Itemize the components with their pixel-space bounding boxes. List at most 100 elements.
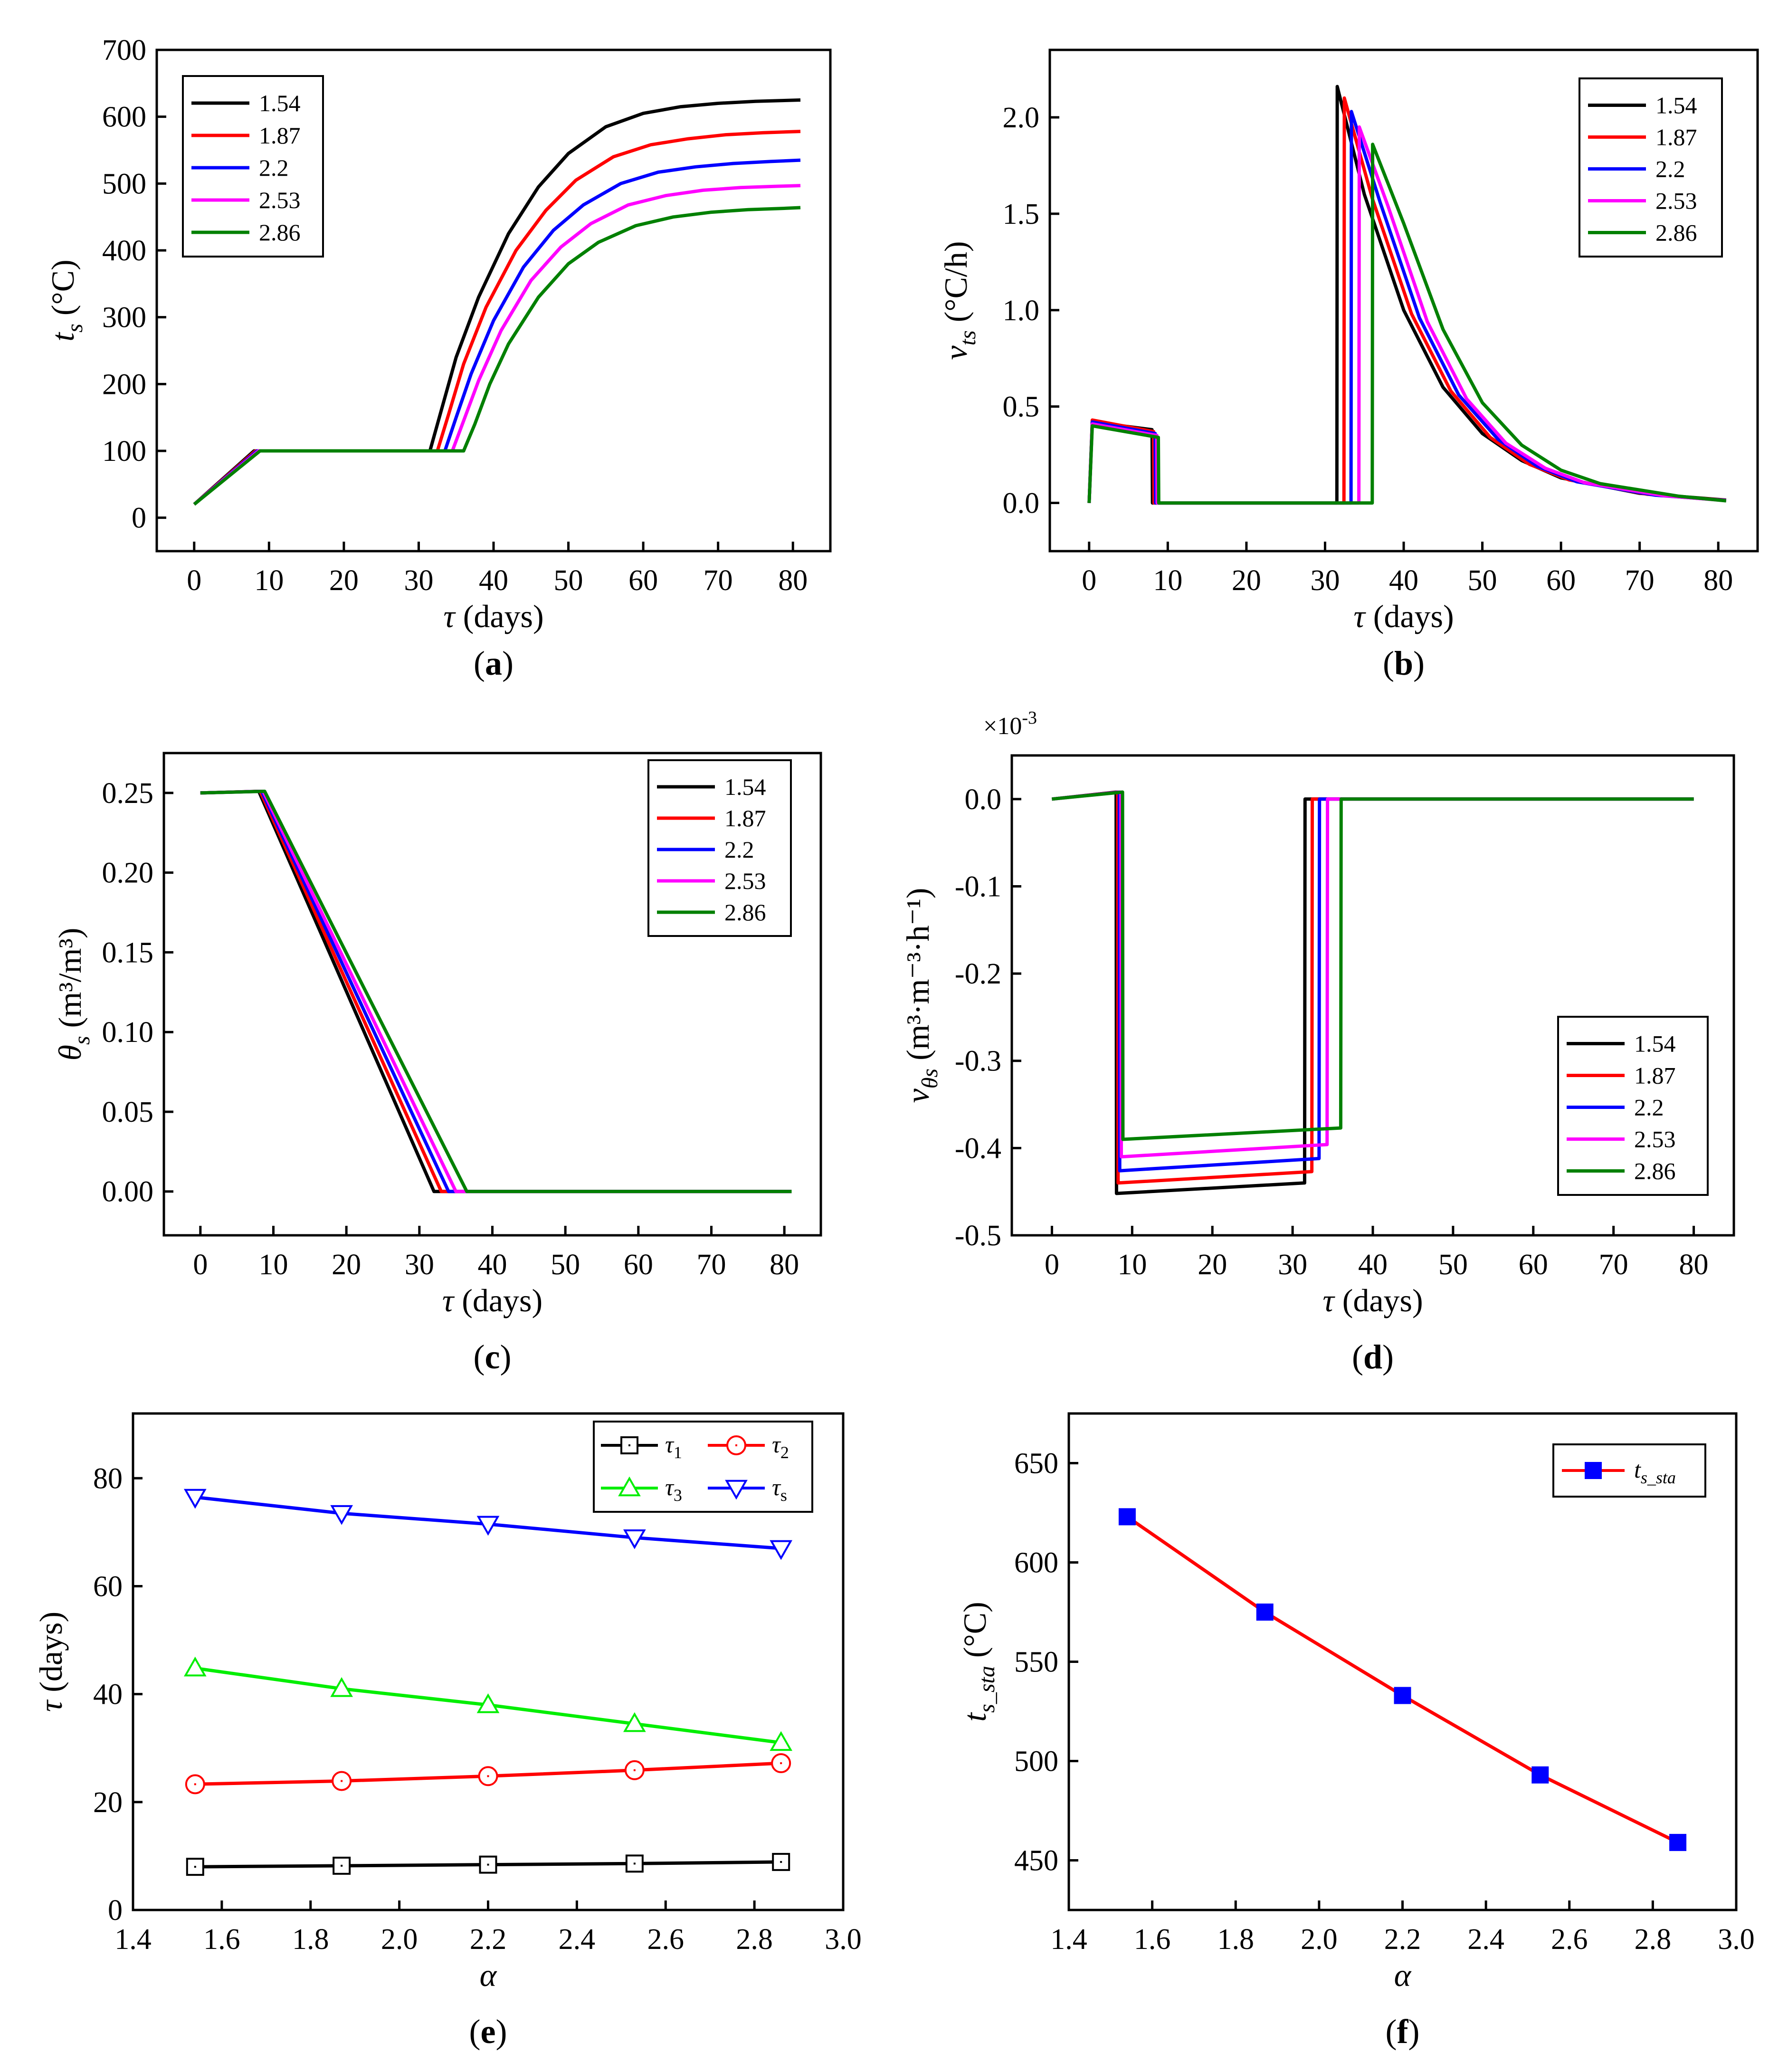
- x-tick-label-e: 2.2: [470, 1923, 507, 1956]
- point-e-3: [330, 1505, 353, 1525]
- x-tick-label-b: 60: [1546, 564, 1576, 597]
- x-tick-label-c: 50: [551, 1249, 580, 1281]
- legend-marker-e-dot: [735, 1444, 737, 1446]
- panel-c: 0 10 20 30 40 50 60 70 80 0.00 0.05 0.10 0.15 0.20 0.2…: [52, 752, 822, 1376]
- x-axis-label-d: τ (days): [1322, 1282, 1423, 1318]
- x-tick-label-f: 1.4: [1050, 1923, 1087, 1956]
- x-tick-label-c: 10: [259, 1249, 288, 1281]
- legend-b: 1.54 1.87 2.2 2.53 2.86: [1579, 77, 1723, 258]
- y-tick-label-b: 1.5: [1003, 198, 1040, 230]
- point-e-0-dot: [194, 1866, 196, 1868]
- x-tick-label-f: 1.8: [1217, 1923, 1255, 1956]
- legend-label-b: 2.86: [1655, 220, 1697, 246]
- x-tick-label-b: 50: [1468, 564, 1497, 597]
- series-line-a-0: [193, 98, 801, 506]
- y-tick-label-c: 0.25: [102, 777, 154, 810]
- point-e-0: [186, 1858, 204, 1876]
- x-tick-label-a: 70: [704, 564, 733, 597]
- x-axis-label-c: τ (days): [442, 1282, 542, 1318]
- x-tick-label-b: 0: [1082, 564, 1096, 597]
- y-tick-label-c: 0.15: [102, 936, 154, 969]
- y-tick-label-c: 0.20: [102, 857, 154, 889]
- y-tick-label-a: 100: [102, 435, 146, 468]
- y-tick-label-e: 60: [93, 1570, 123, 1603]
- x-tick-label-d: 0: [1045, 1249, 1059, 1281]
- point-e-0-dot: [341, 1864, 343, 1867]
- y-tick-label-c: 0.05: [102, 1096, 154, 1128]
- x-tick-label-c: 30: [405, 1249, 434, 1281]
- legend-marker-e-dot: [628, 1444, 630, 1446]
- point-e-1-dot: [194, 1783, 196, 1786]
- y-axis-label-f: ts_sta (°C): [957, 1602, 999, 1721]
- y-tick-label-d: -0.4: [955, 1132, 1001, 1165]
- y-tick-label-c: 0.10: [102, 1016, 154, 1049]
- legend-label-b: 1.54: [1655, 92, 1697, 119]
- x-tick-label-d: 30: [1278, 1249, 1307, 1281]
- legend-label-f: ts_sta: [1634, 1456, 1676, 1487]
- point-f-0: [1118, 1508, 1136, 1526]
- panel-label-b: (b): [1383, 644, 1425, 682]
- x-tick-label-a: 20: [329, 564, 359, 597]
- legend-label-e: τ2: [772, 1431, 789, 1462]
- y-tick-label-b: 0.5: [1003, 391, 1040, 423]
- x-tick-label-a: 60: [628, 564, 658, 597]
- y-tick-label-a: 0: [132, 502, 146, 535]
- y-tick-label-d: -0.5: [955, 1220, 1001, 1252]
- y-axis-label-c: θs (m³/m³): [52, 928, 95, 1061]
- panel-f: 1.4 1.6 1.8 2.0 2.2 2.4 2.6 2.8 3.0 450 500 550 600 6…: [957, 1412, 1755, 2051]
- scale-note-d: ×10-3: [983, 708, 1037, 740]
- x-tick-label-e: 2.0: [381, 1923, 418, 1956]
- x-tick-label-e: 2.6: [647, 1923, 685, 1956]
- legend-e: τ1 τ2 τ3 τs: [593, 1421, 813, 1513]
- legend-label-a: 1.54: [259, 90, 301, 116]
- x-tick-label-f: 3.0: [1718, 1923, 1755, 1956]
- series-line-a-3: [193, 184, 801, 506]
- y-axis-label-e: τ (days): [33, 1612, 69, 1712]
- series-line-c-4: [200, 790, 792, 1194]
- point-e-2: [330, 1677, 353, 1697]
- x-tick-label-b: 20: [1232, 564, 1261, 597]
- y-tick-label-b: 1.0: [1003, 295, 1040, 327]
- x-tick-label-d: 10: [1117, 1249, 1147, 1281]
- x-tick-label-b: 10: [1153, 564, 1182, 597]
- legend-label-d: 2.53: [1634, 1126, 1676, 1153]
- y-tick-label-e: 40: [93, 1679, 123, 1711]
- legend-label-c: 2.53: [724, 868, 766, 894]
- y-tick-label-f: 650: [1014, 1448, 1058, 1480]
- x-tick-label-e: 2.4: [559, 1923, 596, 1956]
- legend-label-b: 2.2: [1655, 156, 1685, 182]
- x-tick-label-a: 80: [778, 564, 808, 597]
- x-tick-label-e: 3.0: [825, 1923, 862, 1956]
- x-tick-label-e: 1.8: [292, 1923, 329, 1956]
- x-tick-label-d: 40: [1358, 1249, 1388, 1281]
- panel-label-c: (c): [474, 1338, 512, 1376]
- y-tick-label-f: 450: [1014, 1845, 1058, 1877]
- point-e-1-dot: [633, 1769, 636, 1771]
- legend-label-d: 1.54: [1634, 1031, 1676, 1057]
- y-tick-label-d: -0.2: [955, 958, 1001, 990]
- y-tick-label-e: 80: [93, 1462, 123, 1495]
- y-tick-label-e: 0: [108, 1894, 123, 1927]
- x-tick-label-c: 40: [478, 1249, 507, 1281]
- point-e-1-dot: [341, 1780, 343, 1782]
- legend-label-a: 2.53: [259, 187, 301, 213]
- x-tick-label-b: 40: [1389, 564, 1418, 597]
- x-axis-label-b: τ (days): [1353, 598, 1454, 634]
- panel-a: 0 10 20 30 40 50 60 70 80 0 100 200 300 400 500 600 700 τ…: [45, 34, 832, 682]
- panel-label-e: (e): [469, 2013, 507, 2051]
- y-tick-label-d: -0.1: [955, 870, 1001, 903]
- x-tick-label-b: 70: [1625, 564, 1655, 597]
- x-axis-label-f: α: [1394, 1957, 1412, 1993]
- point-e-2: [770, 1731, 793, 1751]
- x-axis-label-e: α: [480, 1957, 497, 1993]
- x-tick-label-f: 2.6: [1551, 1923, 1588, 1956]
- y-tick-label-f: 550: [1014, 1646, 1058, 1679]
- legend-label-b: 1.87: [1655, 124, 1697, 151]
- y-tick-label-f: 500: [1014, 1746, 1058, 1778]
- x-tick-label-c: 20: [332, 1249, 361, 1281]
- x-axis-label-a: τ (days): [443, 598, 543, 634]
- y-tick-label-a: 300: [102, 302, 146, 334]
- point-e-1-dot: [487, 1775, 489, 1777]
- point-e-3: [770, 1540, 793, 1560]
